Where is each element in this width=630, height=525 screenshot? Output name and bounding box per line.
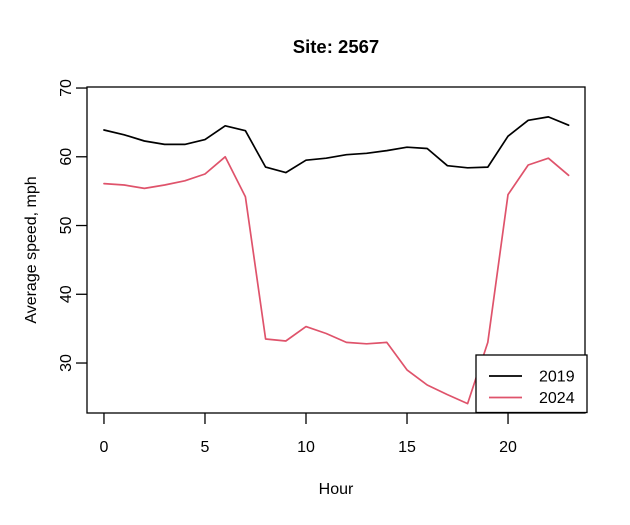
legend: 2019 2024 (475, 354, 588, 414)
y-tick-label: 40 (58, 285, 75, 303)
series-line-2019 (103, 116, 570, 174)
plot-border (86, 86, 586, 414)
x-axis-title: Hour (319, 481, 354, 498)
legend-label-2019: 2019 (539, 369, 575, 386)
x-axis: 0 5 10 15 20 (100, 413, 517, 456)
y-tick-label: 30 (58, 354, 75, 372)
x-tick-label: 5 (201, 439, 210, 456)
x-tick-label: 20 (499, 439, 517, 456)
x-tick-label: 0 (100, 439, 109, 456)
x-tick-label: 15 (398, 439, 416, 456)
y-tick-label: 70 (58, 79, 75, 97)
legend-box (475, 354, 588, 414)
x-tick-label: 10 (297, 439, 315, 456)
series-group (103, 116, 570, 405)
y-tick-label: 50 (58, 217, 75, 235)
legend-label-2024: 2024 (539, 390, 575, 407)
series-line-2024 (103, 155, 570, 405)
y-axis: 30 40 50 60 70 (58, 79, 87, 372)
y-tick-label: 60 (58, 148, 75, 166)
chart-title: Site: 2567 (293, 36, 379, 57)
y-axis-title: Average speed, mph (23, 176, 40, 323)
